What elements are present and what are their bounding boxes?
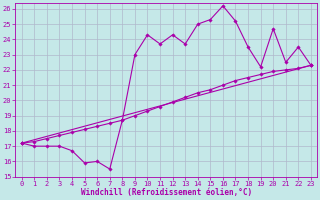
X-axis label: Windchill (Refroidissement éolien,°C): Windchill (Refroidissement éolien,°C) [81,188,252,197]
